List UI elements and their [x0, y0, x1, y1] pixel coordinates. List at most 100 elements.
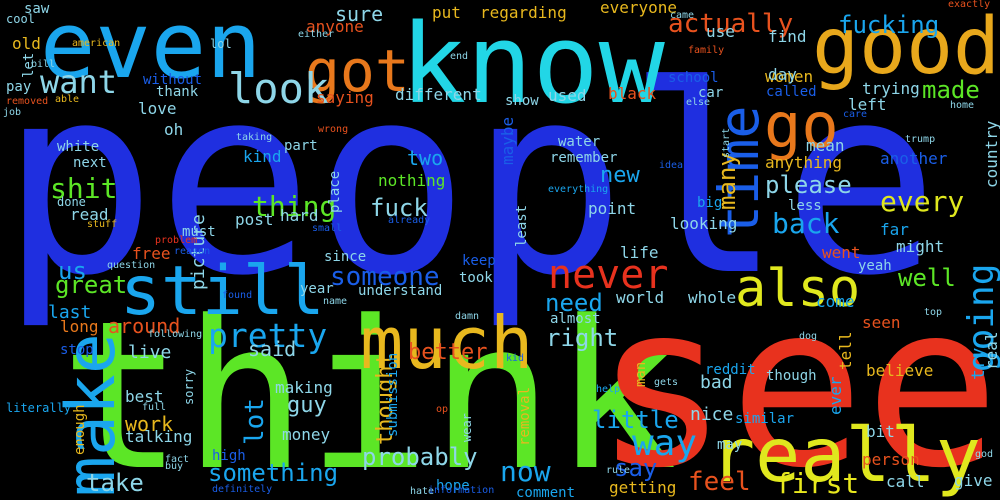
word-talking: talking: [125, 427, 193, 447]
word-black: black: [608, 84, 657, 104]
word-bill: bill: [31, 59, 56, 70]
word-women: women: [765, 67, 814, 87]
word-man: man: [633, 361, 649, 387]
word-believe: believe: [866, 361, 934, 381]
word-last: last: [48, 301, 92, 323]
word-stop: stop: [60, 341, 94, 358]
word-used: used: [548, 86, 587, 106]
word-us: us: [58, 256, 87, 285]
word-place: place: [327, 170, 343, 213]
word-took: took: [459, 269, 493, 286]
word-though: though: [766, 367, 817, 384]
word-little: little: [592, 405, 679, 434]
word-right: right: [546, 323, 619, 352]
word-put: put: [432, 3, 461, 23]
word-know: know: [400, 0, 665, 128]
word-look: look: [228, 64, 330, 114]
word-water: water: [558, 133, 601, 150]
word-might: might: [896, 237, 945, 257]
word-small: small: [312, 223, 343, 234]
word-hard: hard: [280, 206, 319, 226]
word-exactly: exactly: [948, 0, 991, 10]
word-every: every: [880, 184, 965, 218]
word-something: something: [208, 458, 339, 487]
word-hope: hope: [436, 477, 470, 494]
word-live: live: [128, 341, 172, 363]
word-regarding: regarding: [480, 3, 567, 23]
word-full: full: [142, 402, 167, 413]
word-kind: kind: [243, 147, 282, 167]
word-never: never: [548, 252, 669, 298]
word-part: part: [284, 137, 318, 154]
word-making: making: [275, 378, 333, 398]
word-still: still: [120, 251, 325, 331]
word-school: school: [668, 69, 719, 86]
word-pay: pay: [6, 78, 32, 95]
word-now: now: [500, 454, 551, 488]
word-trying: trying: [862, 79, 920, 99]
word-fuck: fuck: [370, 193, 428, 222]
word-way: way: [632, 423, 698, 465]
word-oh: oh: [164, 120, 184, 140]
word-anything: anything: [765, 153, 843, 173]
word-guy: guy: [287, 393, 327, 419]
word-saying: saying: [316, 88, 374, 108]
word-sure: sure: [335, 2, 384, 26]
word-first: first: [775, 466, 860, 500]
word-literally: literally: [6, 401, 72, 416]
word-stuff: stuff: [87, 219, 118, 230]
word-least: least: [514, 204, 530, 247]
word-question: question: [107, 260, 156, 271]
word-whole: whole: [688, 288, 737, 308]
word-able: able: [55, 94, 80, 105]
word-may: may: [717, 436, 743, 453]
word-see: see: [593, 256, 1000, 500]
word-since: since: [324, 248, 367, 265]
word-well: well: [898, 263, 956, 292]
word-done: done: [57, 195, 86, 210]
word-reddit: reddit: [705, 361, 756, 378]
word-getting: getting: [609, 478, 677, 498]
word-submission: submission: [385, 352, 401, 437]
word-shit: shit: [50, 171, 118, 205]
word-sorry: sorry: [182, 368, 196, 405]
word-lot: lot: [240, 398, 270, 445]
word-pretty: pretty: [208, 315, 328, 355]
word-said: said: [248, 337, 297, 361]
word-family: family: [688, 45, 725, 56]
word-use: use: [706, 22, 735, 42]
word-else: else: [686, 97, 711, 108]
word-rule: rule: [606, 465, 631, 476]
word-think: think: [60, 278, 678, 500]
word-damn: damn: [455, 311, 480, 322]
word-day: day: [768, 65, 797, 85]
word-comment: comment: [516, 484, 576, 500]
word-next: next: [73, 154, 107, 171]
word-made: made: [922, 75, 980, 104]
word-want: want: [40, 63, 118, 102]
word-free: free: [132, 244, 171, 264]
word-say: say: [614, 453, 658, 482]
word-information: information: [428, 485, 495, 496]
word-must: must: [182, 223, 216, 240]
word-old: old: [12, 34, 41, 54]
word-much: much: [360, 301, 534, 386]
word-start: start: [721, 127, 732, 158]
word-saw: saw: [24, 0, 50, 17]
word-good: good: [812, 1, 1000, 92]
word-god: god: [975, 449, 994, 460]
word-show: show: [505, 92, 539, 109]
word-two: two: [407, 146, 444, 170]
word-best: best: [125, 387, 164, 407]
word-long: long: [60, 317, 99, 337]
word-back: back: [772, 206, 840, 240]
word-looking: looking: [670, 214, 738, 234]
word-probably: probably: [362, 442, 478, 471]
word-someone: someone: [330, 262, 440, 293]
word-find: find: [768, 27, 807, 47]
word-need: need: [545, 288, 603, 317]
word-hate: hate: [410, 486, 435, 497]
word-please: please: [765, 170, 852, 199]
word-nice: nice: [690, 403, 734, 425]
